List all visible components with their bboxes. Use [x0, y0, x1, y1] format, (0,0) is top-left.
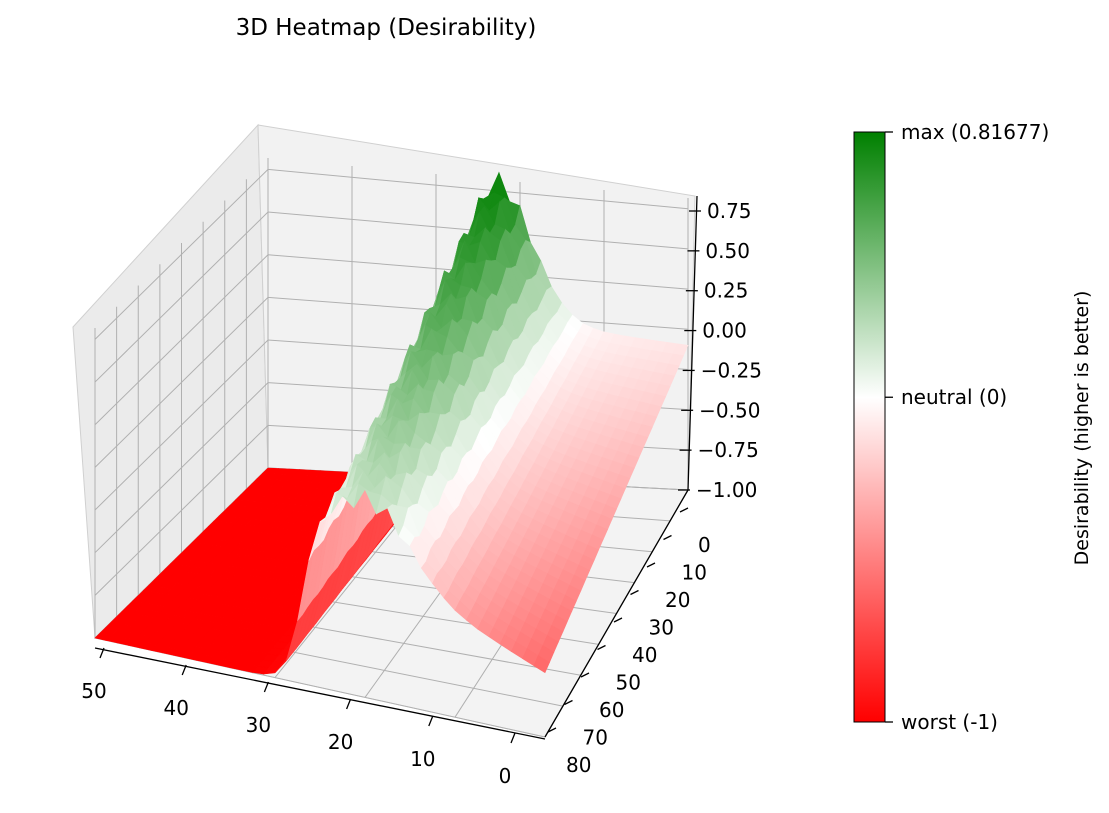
- colorbar-tick-label-1: neutral (0): [901, 385, 1007, 409]
- y-tick-label-1: 10: [682, 561, 707, 585]
- y-tick-label-0: 0: [698, 533, 711, 557]
- x-axis-ticks: 50 40 30 20 10 0: [81, 647, 516, 788]
- y-tick-mark-4: [613, 617, 623, 623]
- z-tick-label-6: −0.75: [698, 438, 759, 462]
- y-tick-mark-3: [630, 589, 639, 596]
- y-tick-label-8: 80: [566, 753, 591, 777]
- x-tick-mark-5: [510, 732, 516, 744]
- z-tick-label-4: −0.25: [701, 358, 762, 382]
- z-tick-label-2: 0.25: [704, 279, 749, 303]
- x-tick-label-5: 0: [499, 764, 512, 788]
- axis-lines: [94, 195, 698, 740]
- colorbar-tick-label-2: worst (-1): [901, 710, 998, 734]
- colorbar-label: Desirability (higher is better): [1071, 291, 1093, 566]
- colorbar-tick-label-0: max (0.81677): [901, 120, 1049, 144]
- y-tick-label-3: 30: [649, 616, 674, 640]
- surface-cell-0-31: [533, 655, 550, 674]
- z-tick-label-0: 0.75: [707, 199, 752, 223]
- y-tick-mark-2: [646, 562, 656, 568]
- x-tick-label-3: 20: [328, 730, 353, 754]
- grid-line-z-0: [94, 168, 689, 340]
- y-tick-label-7: 70: [583, 726, 608, 750]
- y-tick-label-6: 60: [599, 698, 624, 722]
- y-axis-line: [544, 489, 689, 738]
- x-axis-line: [94, 647, 546, 740]
- y-tick-mark-1: [663, 534, 672, 541]
- colorbar: max (0.81677) neutral (0) worst (-1) Desir…: [853, 120, 1093, 734]
- z-tick-label-3: 0.00: [702, 319, 747, 343]
- x-tick-mark-1: [181, 664, 187, 676]
- x-tick-mark-3: [345, 698, 352, 710]
- x-tick-mark-0: [99, 647, 105, 659]
- y-axis-ticks: 0 10 20 30 40 50 60 70 80: [547, 507, 711, 777]
- z-axis-line: [687, 195, 698, 491]
- x-tick-label-2: 30: [246, 713, 271, 737]
- x-tick-label-1: 40: [163, 696, 188, 720]
- z-tick-label-5: −0.50: [699, 398, 760, 422]
- colorbar-gradient: [853, 131, 886, 723]
- y-tick-mark-7: [564, 699, 573, 706]
- y-tick-mark-8: [547, 727, 557, 733]
- y-tick-mark-0: [679, 507, 689, 513]
- z-tick-label-7: −1.00: [696, 478, 757, 502]
- grid-line-z-1: [94, 211, 689, 383]
- chart-title: 3D Heatmap (Desirability): [236, 15, 537, 41]
- y-tick-label-4: 40: [632, 643, 657, 667]
- x-tick-mark-2: [263, 681, 270, 693]
- z-axis-ticks: 0.75 0.50 0.25 0.00 −0.25 −0.50 −0.75 −1.00: [678, 199, 762, 502]
- surface-plot: [94, 171, 689, 675]
- y-tick-mark-5: [597, 644, 606, 651]
- x-tick-label-0: 50: [81, 679, 106, 703]
- x-tick-mark-4: [428, 715, 434, 727]
- y-tick-label-5: 50: [616, 671, 641, 695]
- colorbar-ticks: max (0.81677) neutral (0) worst (-1): [885, 120, 1049, 734]
- z-tick-label-1: 0.50: [705, 239, 750, 263]
- y-tick-label-2: 20: [665, 588, 690, 612]
- y-tick-mark-6: [580, 672, 590, 678]
- x-tick-label-4: 10: [410, 747, 435, 771]
